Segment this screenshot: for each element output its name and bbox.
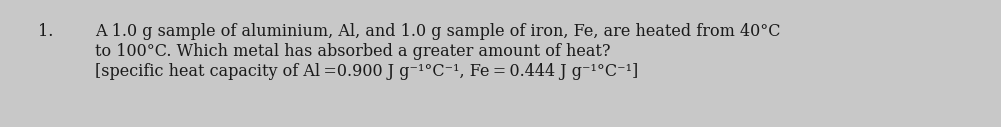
Text: A 1.0 g sample of aluminium, Al, and 1.0 g sample of iron, Fe, are heated from 4: A 1.0 g sample of aluminium, Al, and 1.0… <box>95 23 781 80</box>
Text: 1.: 1. <box>38 23 53 40</box>
